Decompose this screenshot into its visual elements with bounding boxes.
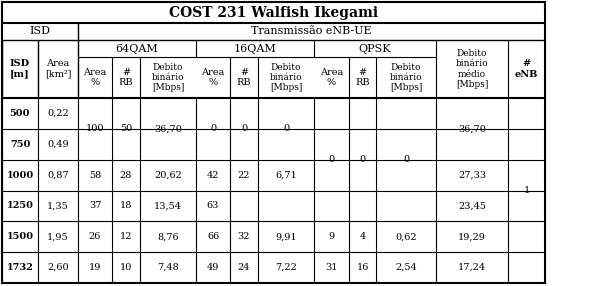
Text: 66: 66: [207, 232, 219, 241]
Text: Area
[km²]: Area [km²]: [45, 59, 71, 79]
Text: 0,62: 0,62: [395, 232, 417, 241]
Text: 2,60: 2,60: [47, 263, 69, 272]
Text: 28: 28: [120, 170, 132, 180]
Text: 13,54: 13,54: [154, 201, 182, 210]
Text: 1000: 1000: [7, 170, 33, 180]
Text: 23,45: 23,45: [458, 201, 486, 210]
Text: 58: 58: [89, 170, 101, 180]
Text: #
RB: # RB: [119, 68, 134, 87]
Text: 0,49: 0,49: [47, 140, 69, 149]
Text: 1,35: 1,35: [47, 201, 69, 210]
Text: ISD: ISD: [30, 27, 50, 37]
Text: 18: 18: [120, 201, 132, 210]
Text: 9: 9: [328, 232, 334, 241]
Bar: [2, 2, 545, 283]
Text: 0: 0: [241, 124, 247, 133]
Text: 1,95: 1,95: [47, 232, 69, 241]
Text: #
RB: # RB: [355, 68, 370, 87]
Text: 63: 63: [207, 201, 219, 210]
Text: 19,29: 19,29: [458, 232, 486, 241]
Text: 10: 10: [120, 263, 132, 272]
Text: 1250: 1250: [7, 201, 33, 210]
Text: 24: 24: [238, 263, 250, 272]
Text: 0: 0: [328, 155, 334, 164]
Text: 31: 31: [325, 263, 337, 272]
Text: Area
%: Area %: [202, 68, 225, 87]
Text: Debito
binário
[Mbps]: Debito binário [Mbps]: [270, 63, 302, 92]
Text: COST 231 Walfish Ikegami: COST 231 Walfish Ikegami: [169, 5, 378, 19]
Text: 0: 0: [210, 124, 216, 133]
Text: 42: 42: [207, 170, 219, 180]
Text: ISD
[m]: ISD [m]: [10, 59, 30, 79]
Text: 19: 19: [89, 263, 101, 272]
Text: #
RB: # RB: [237, 68, 251, 87]
Text: 7,48: 7,48: [157, 263, 179, 272]
Text: 0,87: 0,87: [47, 170, 69, 180]
Text: 0: 0: [359, 155, 365, 164]
Text: 0: 0: [283, 124, 289, 133]
Text: 6,71: 6,71: [275, 170, 297, 180]
Text: 0,22: 0,22: [47, 109, 69, 118]
Text: 22: 22: [238, 170, 250, 180]
Text: 17,24: 17,24: [458, 263, 486, 272]
Text: 9,91: 9,91: [275, 232, 297, 241]
Text: 16QAM: 16QAM: [234, 43, 276, 53]
Text: 50: 50: [120, 124, 132, 133]
Text: 750: 750: [10, 140, 30, 149]
Text: 500: 500: [10, 109, 30, 118]
Text: 12: 12: [120, 232, 132, 241]
Text: 64QAM: 64QAM: [115, 43, 158, 53]
Text: 16: 16: [356, 263, 368, 272]
Text: 37: 37: [89, 201, 101, 210]
Text: 26: 26: [89, 232, 101, 241]
Text: #
eNB: # eNB: [515, 59, 538, 79]
Text: QPSK: QPSK: [359, 43, 392, 53]
Text: 1500: 1500: [7, 232, 33, 241]
Text: Area
%: Area %: [83, 68, 107, 87]
Text: 49: 49: [207, 263, 219, 272]
Text: 1: 1: [523, 186, 530, 195]
Text: 32: 32: [238, 232, 250, 241]
Text: Debito
binário
[Mbps]: Debito binário [Mbps]: [390, 63, 422, 92]
Text: 8,76: 8,76: [157, 232, 179, 241]
Text: 4: 4: [359, 232, 365, 241]
Text: 20,62: 20,62: [154, 170, 182, 180]
Text: 36,70: 36,70: [154, 124, 182, 133]
Text: 1732: 1732: [7, 263, 33, 272]
Text: 27,33: 27,33: [458, 170, 486, 180]
Text: Debito
binário
médio
[Mbps]: Debito binário médio [Mbps]: [456, 49, 488, 89]
Text: 100: 100: [86, 124, 104, 133]
Text: Area
%: Area %: [320, 68, 343, 87]
Text: 0: 0: [403, 155, 409, 164]
Text: Debito
binário
[Mbps]: Debito binário [Mbps]: [152, 63, 185, 92]
Text: 7,22: 7,22: [275, 263, 297, 272]
Text: 36,70: 36,70: [458, 124, 486, 133]
Text: Transmissão eNB-UE: Transmissão eNB-UE: [251, 27, 372, 37]
Text: 2,54: 2,54: [395, 263, 417, 272]
